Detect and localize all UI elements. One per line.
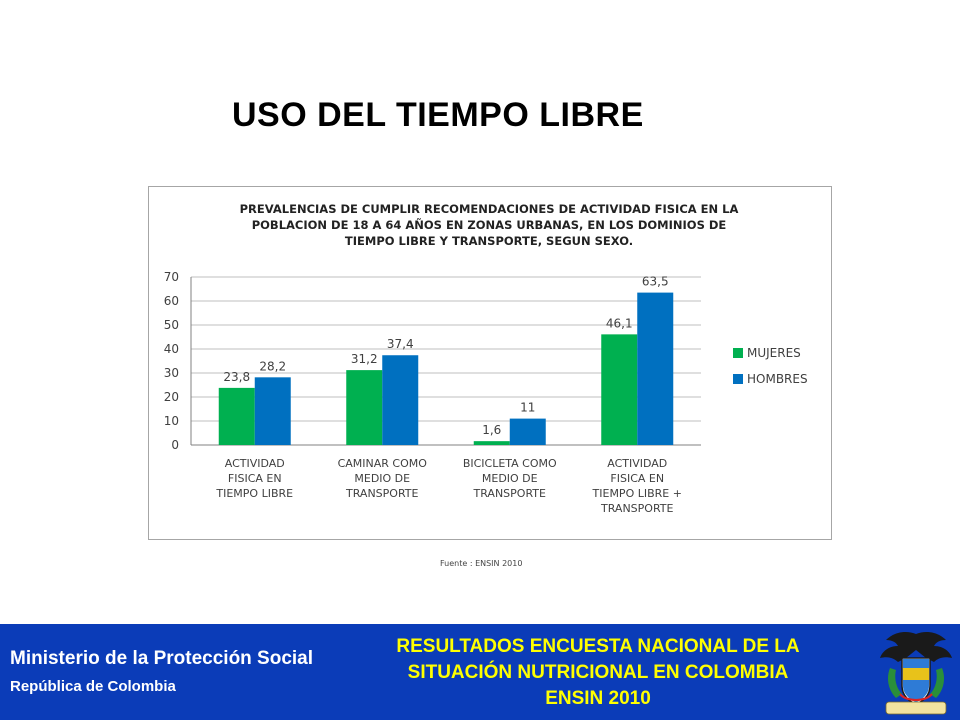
- bar-mujeres: [218, 387, 255, 445]
- legend-label: HOMBRES: [747, 372, 808, 386]
- bar-hombres: [509, 418, 546, 445]
- y-tick-label: 40: [164, 342, 179, 356]
- y-tick-label: 20: [164, 390, 179, 404]
- chart-title-line: PREVALENCIAS DE CUMPLIR RECOMENDACIONES …: [239, 202, 739, 216]
- footer-bar: Ministerio de la Protección Social Repúb…: [0, 624, 960, 720]
- category-label: FISICA EN: [228, 472, 282, 485]
- category-label: BICICLETA COMO: [463, 457, 557, 470]
- y-tick-label: 50: [164, 318, 179, 332]
- category-label: FISICA EN: [610, 472, 664, 485]
- category-label: TRANSPORTE: [345, 487, 419, 500]
- data-label: 37,4: [387, 337, 414, 351]
- data-label: 1,6: [482, 423, 501, 437]
- bar-mujeres: [473, 441, 510, 445]
- y-tick-label: 10: [164, 414, 179, 428]
- data-label: 28,2: [259, 359, 286, 373]
- bar-mujeres: [346, 370, 383, 445]
- bar-hombres: [382, 355, 419, 445]
- y-tick-label: 60: [164, 294, 179, 308]
- category-label: TRANSPORTE: [600, 502, 674, 515]
- category-label: TRANSPORTE: [473, 487, 547, 500]
- y-tick-label: 0: [171, 438, 179, 452]
- data-label: 46,1: [606, 316, 633, 330]
- category-label: TIEMPO LIBRE +: [592, 487, 682, 500]
- category-label: CAMINAR COMO: [338, 457, 428, 470]
- bar-mujeres: [601, 334, 638, 445]
- slide-title: USO DEL TIEMPO LIBRE: [232, 96, 644, 134]
- footer-heading-line: SITUACIÓN NUTRICIONAL EN COLOMBIA: [407, 662, 789, 683]
- bar-hombres: [254, 377, 291, 445]
- y-tick-label: 70: [164, 270, 179, 284]
- legend-swatch-mujeres: [733, 348, 743, 358]
- footer-heading: RESULTADOS ENCUESTA NACIONAL DE LA SITUA…: [338, 634, 858, 712]
- coat-of-arms-icon: [880, 632, 952, 715]
- footer-heading-line: RESULTADOS ENCUESTA NACIONAL DE LA: [396, 636, 800, 657]
- ministry-name: Ministerio de la Protección Social: [10, 648, 314, 669]
- category-label: MEDIO DE: [482, 472, 538, 485]
- chart-title-line: POBLACION DE 18 A 64 AÑOS EN ZONAS URBAN…: [251, 218, 727, 232]
- bar-hombres: [637, 292, 674, 445]
- bar-chart: 0 10 20 30 40 50 60 70 23,8 28,2 ACTIVIDAD FISICA E…: [164, 270, 808, 515]
- chart-title: PREVALENCIAS DE CUMPLIR RECOMENDACIONES …: [209, 201, 769, 249]
- data-label: 11: [520, 401, 535, 415]
- category-label: MEDIO DE: [354, 472, 410, 485]
- y-tick-label: 30: [164, 366, 179, 380]
- data-label: 31,2: [351, 352, 378, 366]
- data-label: 63,5: [642, 275, 669, 289]
- legend-swatch-hombres: [733, 374, 743, 384]
- category-label: TIEMPO LIBRE: [215, 487, 293, 500]
- legend-label: MUJERES: [747, 346, 801, 360]
- chart-title-line: TIEMPO LIBRE Y TRANSPORTE, SEGUN SEXO.: [344, 234, 634, 248]
- category-label: ACTIVIDAD: [225, 457, 285, 470]
- data-label: 23,8: [223, 370, 250, 384]
- footer-heading-line: ENSIN 2010: [545, 688, 651, 709]
- category-label: ACTIVIDAD: [607, 457, 667, 470]
- source-note: Fuente : ENSIN 2010: [440, 559, 523, 568]
- chart-frame: 0 10 20 30 40 50 60 70 23,8 28,2 ACTIVIDAD FISICA E…: [148, 186, 832, 540]
- republic-name: República de Colombia: [10, 678, 176, 695]
